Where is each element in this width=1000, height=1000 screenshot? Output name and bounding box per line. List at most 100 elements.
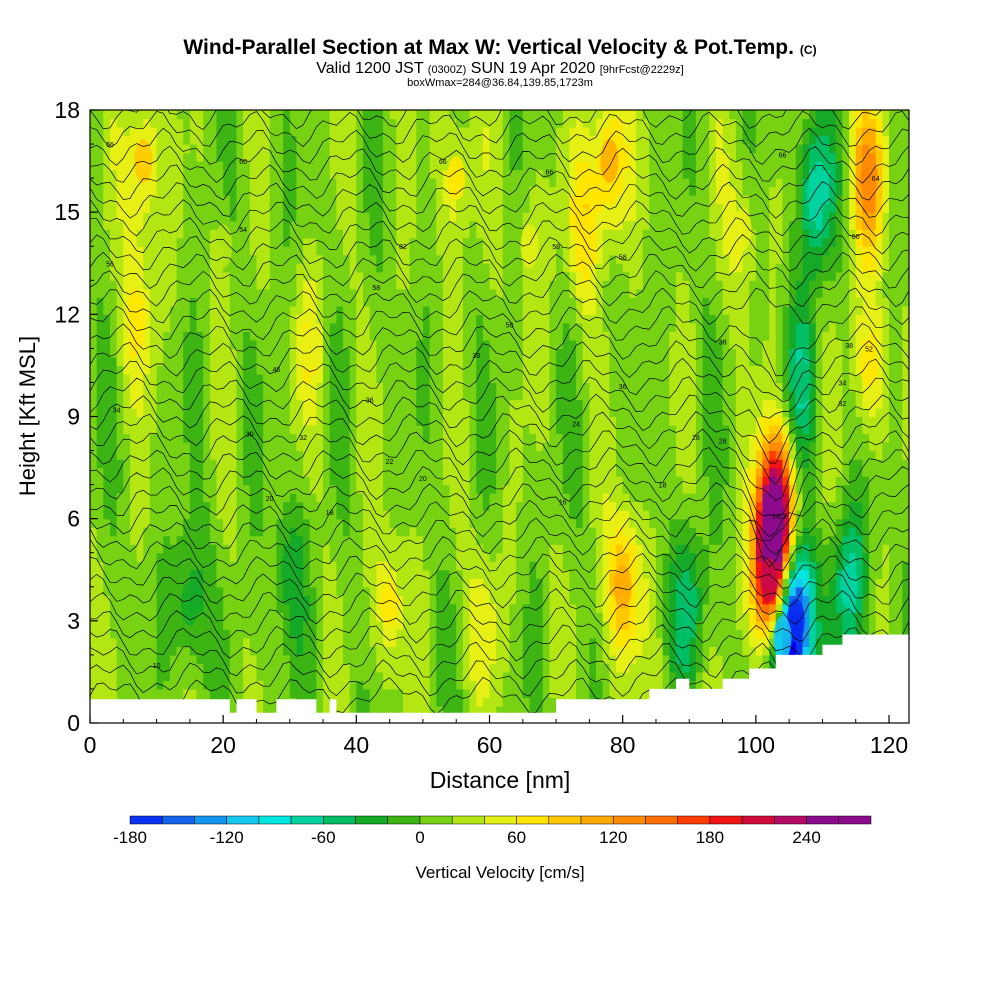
velocity-feature-21 — [520, 224, 539, 269]
colorbar-swatch — [355, 815, 388, 825]
colorbar: -180 -120 -60 0 60 120 180 240 — [113, 815, 872, 847]
velocity-feature-12 — [860, 156, 878, 201]
colorbar-swatch — [613, 815, 646, 825]
velocity-feature-19 — [180, 581, 199, 626]
contour-label: 66 — [779, 152, 787, 159]
contour-label: 32 — [839, 401, 847, 408]
theta-contour — [90, 163, 909, 201]
contour-label: 46 — [273, 367, 281, 374]
theta-contour — [90, 127, 909, 166]
colorbar-swatch — [741, 815, 775, 825]
y-tick-label: 12 — [54, 301, 80, 327]
theta-contour — [90, 305, 909, 377]
contour-label: 66 — [106, 142, 114, 149]
contour-label: 66 — [546, 169, 554, 176]
colorbar-swatch — [838, 815, 872, 825]
theta-contour — [90, 570, 909, 609]
contour-label: 58 — [552, 244, 560, 251]
theta-contour — [90, 287, 909, 325]
colorbar-tick-label: -120 — [210, 828, 244, 847]
theta-contour — [90, 251, 909, 290]
colorbar-swatch — [645, 815, 678, 825]
x-tick-label: 80 — [610, 732, 636, 758]
contour-label: 38 — [719, 340, 727, 347]
colorbar-tick-label: 60 — [507, 828, 526, 847]
contour-label: 22 — [386, 459, 394, 466]
velocity-feature-2 — [786, 598, 805, 643]
colorbar-swatch — [419, 815, 453, 825]
theta-contour — [90, 464, 909, 542]
colorbar-swatch — [290, 815, 324, 825]
theta-contour — [90, 110, 909, 131]
x-tick-label: 20 — [210, 732, 236, 758]
theta-contour — [90, 659, 909, 697]
colorbar-swatch — [387, 815, 421, 825]
contour-label: 20 — [419, 476, 427, 483]
contour-label: 60 — [852, 234, 860, 241]
theta-contour — [90, 447, 909, 516]
contour-label: 82 — [399, 244, 407, 251]
velocity-feature-8 — [600, 139, 619, 184]
contour-label: 66 — [239, 159, 247, 166]
theta-contour — [90, 552, 909, 591]
velocity-feature-0 — [766, 496, 785, 541]
contour-label: 16 — [559, 500, 567, 507]
contour-label: 10 — [153, 663, 161, 670]
y-tick-label: 3 — [67, 608, 80, 634]
y-axis: 0 3 6 9 12 15 18 — [54, 97, 98, 736]
colorbar-swatch — [129, 815, 163, 825]
contour-label: 58 — [619, 254, 627, 261]
colorbar-tick-label: 180 — [696, 828, 724, 847]
theta-contour — [90, 376, 909, 444]
colorbar-label: Vertical Velocity [cm/s] — [415, 863, 585, 882]
y-tick-label: 18 — [54, 97, 80, 123]
contour-label: 50 — [952, 302, 960, 309]
x-axis-label: Distance [nm] — [429, 767, 571, 793]
theta-contour — [90, 269, 909, 308]
contour-labels: 66 66 66 66 66 64 54 56 82 58 58 60 58 50 50 52 46 38 38 38… — [106, 142, 960, 670]
colorbar-swatch — [677, 815, 711, 825]
velocity-feature-17 — [473, 598, 492, 643]
x-tick-label: 120 — [870, 732, 908, 758]
contour-label: 14 — [772, 513, 780, 520]
theta-contour — [90, 234, 909, 272]
velocity-feature-5 — [806, 173, 825, 218]
contour-label: 13 — [779, 513, 787, 520]
colorbar-tick-label: -180 — [113, 828, 147, 847]
colorbar-swatch — [194, 815, 227, 825]
theta-contour — [90, 588, 909, 627]
contour-label: 32 — [299, 435, 307, 442]
colorbar-swatch — [580, 815, 614, 825]
valid-utc: (0300Z) — [427, 64, 467, 76]
theta-contour — [90, 428, 909, 502]
velocity-feature-7 — [613, 564, 632, 609]
velocity-feature-9 — [573, 207, 592, 252]
y-tick-label: 15 — [54, 199, 80, 225]
terrain-shape — [90, 634, 909, 723]
chart-title: Wind-Parallel Section at Max W: Vertical… — [0, 36, 1000, 60]
colorbar-tick-label: 240 — [792, 828, 820, 847]
contour-label: 36 — [619, 384, 627, 391]
y-axis-label: Height [Kft MSL] — [15, 335, 40, 497]
contour-label: 20 — [266, 496, 274, 503]
contour-label: 34 — [839, 380, 847, 387]
valid-date: SUN 19 Apr 2020 — [470, 60, 596, 77]
theta-contour — [90, 606, 909, 644]
theta-contour — [90, 198, 909, 237]
contour-label: 30 — [246, 432, 254, 439]
contour-label: 64 — [872, 176, 880, 183]
x-tick-label: 100 — [737, 732, 775, 758]
theta-contour — [90, 534, 909, 574]
velocity-feature-6 — [793, 360, 812, 405]
contour-label: 56 — [106, 261, 114, 268]
chart-title-main: Wind-Parallel Section at Max W: Vertical… — [183, 36, 794, 59]
colorbar-swatch — [258, 815, 292, 825]
contour-label: 52 — [865, 346, 873, 353]
colorbar-tick-label: -60 — [311, 828, 336, 847]
colorbar-swatch — [548, 815, 582, 825]
colorbar-swatch — [516, 815, 550, 825]
velocity-feature-13 — [860, 343, 878, 388]
theta-contour — [90, 393, 909, 464]
velocity-feature-16 — [300, 326, 319, 371]
